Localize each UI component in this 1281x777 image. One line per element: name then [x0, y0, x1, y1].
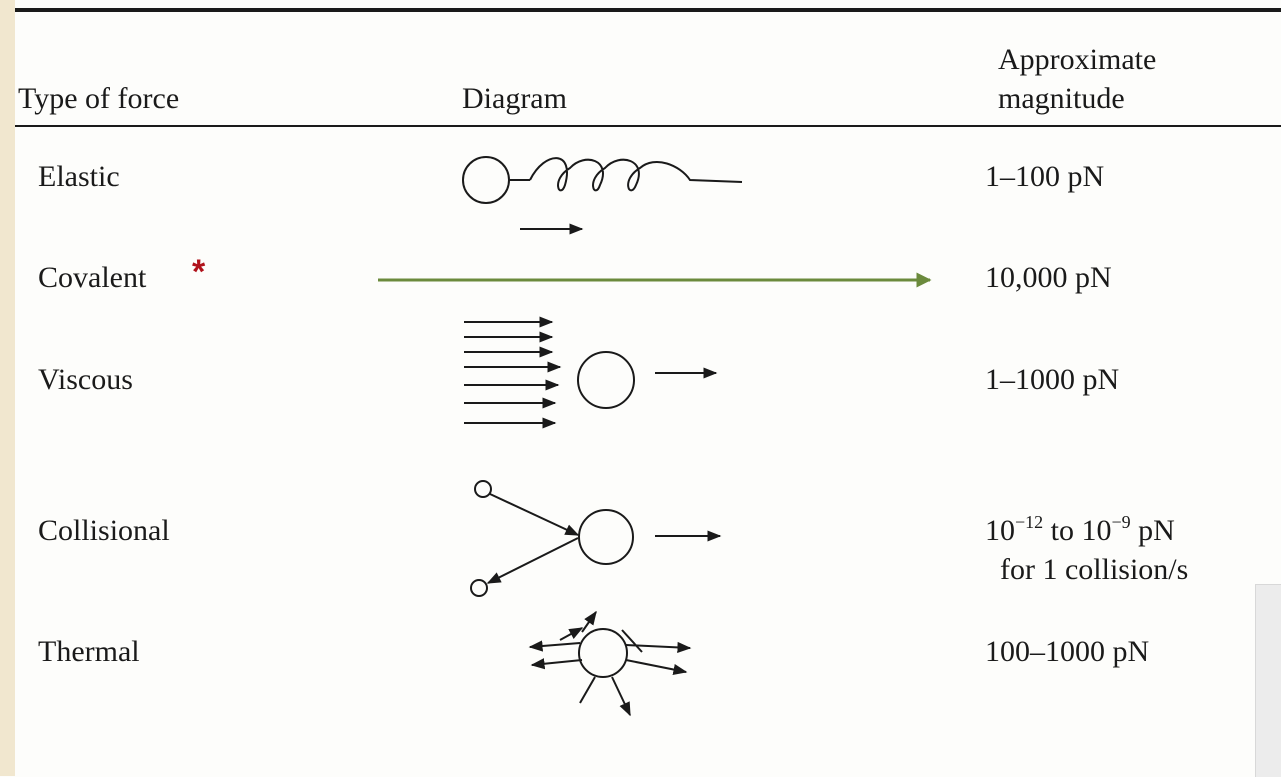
magnitude-note: for 1 collision/s [1000, 553, 1189, 586]
exponent: −9 [1111, 512, 1131, 532]
magnitude: 100–1000 pN [985, 635, 1150, 668]
thermal-diagram [528, 610, 692, 717]
header-magnitude: Approximate [998, 43, 1157, 76]
magnitude-part: 10 [985, 514, 1015, 547]
magnitude: 1–1000 pN [985, 363, 1120, 396]
viscous-diagram [464, 316, 718, 429]
force-type: Elastic [38, 160, 120, 193]
force-type: Viscous [38, 363, 133, 396]
header-magnitude: magnitude [998, 82, 1125, 115]
elastic-diagram [462, 156, 743, 235]
page-edge [0, 0, 15, 776]
magnitude: 10−12 to 10−9 pN [985, 513, 1175, 547]
magnitude: 1–100 pN [985, 160, 1105, 193]
force-type: Covalent [38, 261, 147, 294]
exponent: −12 [1015, 512, 1044, 532]
collisional-diagram [470, 480, 722, 597]
overlay-box [1255, 584, 1281, 777]
force-type: Thermal [38, 635, 140, 668]
header-diagram: Diagram [462, 82, 567, 115]
magnitude-part: to 10 [1043, 514, 1112, 547]
header-type: Type of force [18, 82, 180, 115]
magnitude-part: pN [1130, 514, 1175, 547]
magnitude: 10,000 pN [985, 261, 1112, 294]
marker: * [192, 253, 206, 291]
force-type: Collisional [38, 514, 170, 547]
